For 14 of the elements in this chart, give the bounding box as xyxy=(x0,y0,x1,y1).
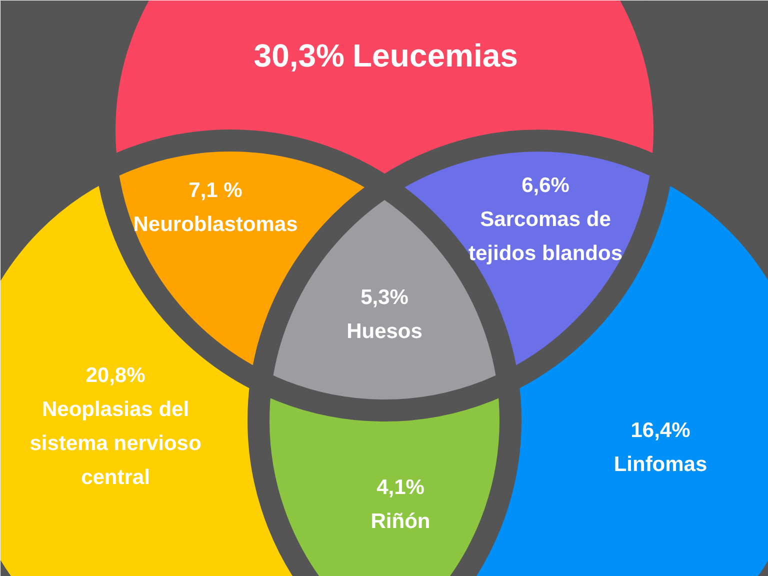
data-label: 20,8% xyxy=(86,364,146,387)
category-label: Huesos xyxy=(346,320,422,343)
category-label: Riñón xyxy=(370,510,430,533)
data-label: 4,1% xyxy=(376,476,425,499)
data-label: 16,4% xyxy=(630,419,691,442)
category-label: Neoplasias del sistema nervioso central xyxy=(30,398,202,489)
category-label: Linfomas xyxy=(614,453,708,476)
category-label: Sarcomas de tejidos blandos xyxy=(468,208,623,265)
data-label: 30,3% xyxy=(254,38,344,74)
data-label: 5,3% xyxy=(360,286,409,309)
data-label: 6,6% xyxy=(522,174,570,197)
category-label: Neuroblastomas xyxy=(133,213,298,236)
data-label: 7,1 % xyxy=(188,179,243,202)
category-label: Leucemias xyxy=(352,38,518,74)
